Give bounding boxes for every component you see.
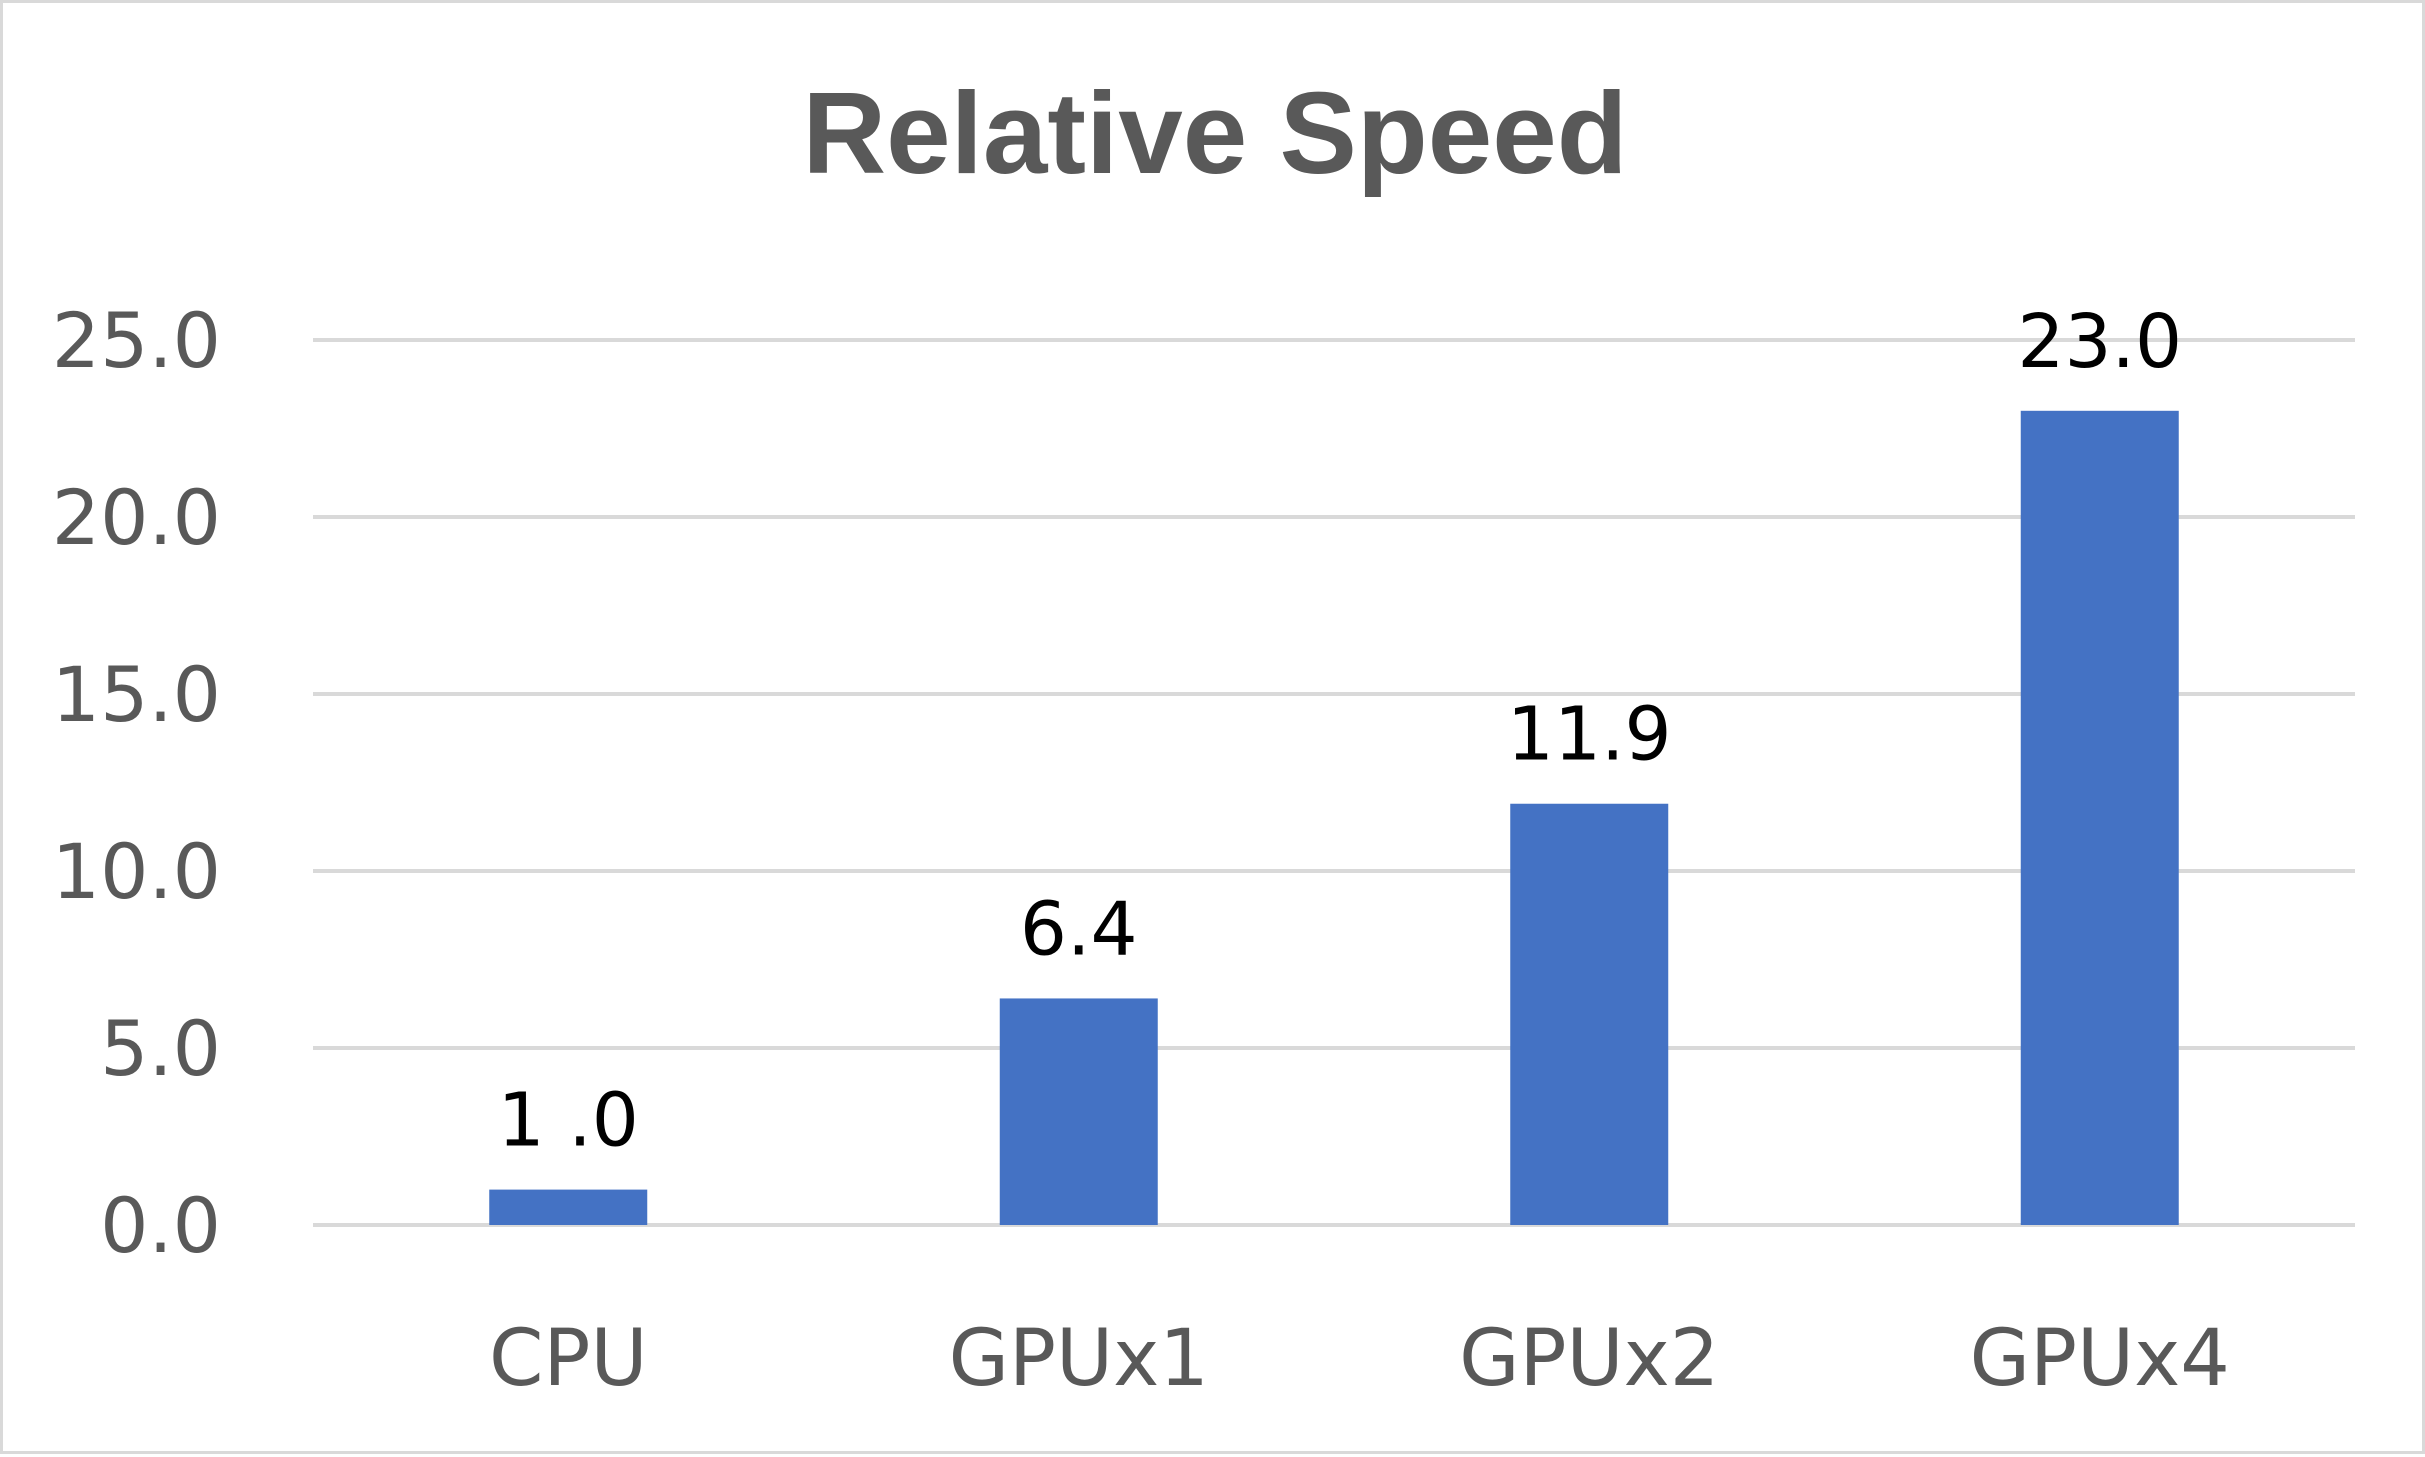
- y-tick-label: 25.0: [52, 296, 221, 385]
- data-label-gpux4: 23.0: [2017, 299, 2182, 385]
- data-label-cpu: 1 .0: [498, 1078, 639, 1164]
- chart-title: Relative Speed: [802, 68, 1627, 198]
- data-labels: 1 .0 6.4 11.9 23.0: [498, 299, 2182, 1164]
- x-tick-label-cpu: CPU: [489, 1314, 648, 1404]
- data-label-gpux2: 11.9: [1507, 692, 1672, 778]
- y-tick-label: 20.0: [52, 473, 221, 562]
- bar-gpux2: [1510, 803, 1669, 1225]
- bars: [489, 410, 2179, 1225]
- bar-cpu: [489, 1189, 648, 1225]
- gridlines: [313, 338, 2355, 1227]
- y-tick-label: 15.0: [52, 650, 221, 739]
- y-tick-label: 0.0: [100, 1181, 221, 1270]
- bar-chart: Relative Speed 0.0 5.0 10.0 15.0 20.0 25.0 1 …: [52, 68, 2355, 1404]
- bar-gpux4: [2020, 410, 2179, 1225]
- data-label-gpux1: 6.4: [1020, 886, 1138, 972]
- x-tick-label-gpux2: GPUx2: [1459, 1314, 1719, 1404]
- y-tick-label: 10.0: [52, 827, 221, 916]
- x-tick-label-gpux1: GPUx1: [949, 1314, 1209, 1404]
- x-tick-label-gpux4: GPUx4: [1970, 1314, 2230, 1404]
- bar-gpux1: [999, 998, 1158, 1225]
- y-axis: 0.0 5.0 10.0 15.0 20.0 25.0: [52, 296, 221, 1270]
- y-tick-label: 5.0: [100, 1004, 221, 1093]
- x-axis: CPU GPUx1 GPUx2 GPUx4: [489, 1314, 2230, 1404]
